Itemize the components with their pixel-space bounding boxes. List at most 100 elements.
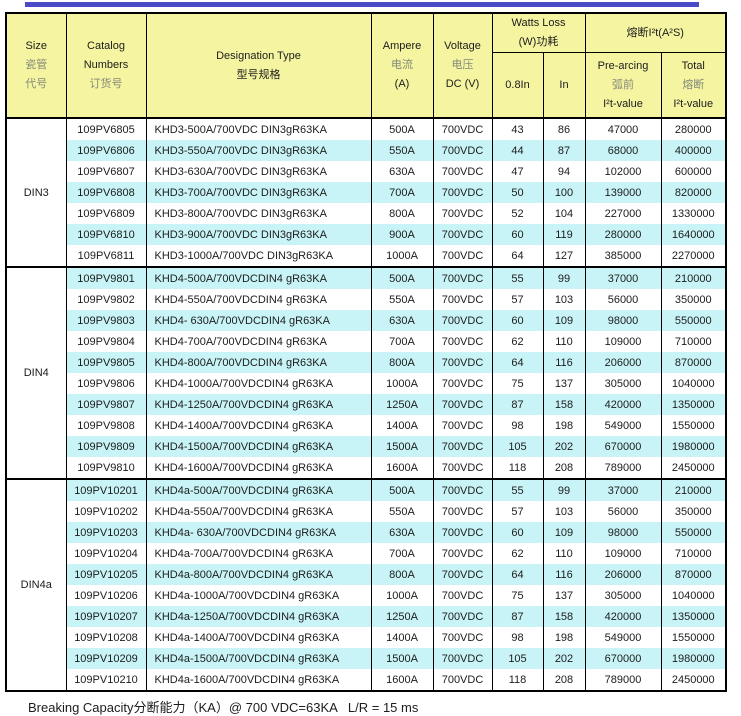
ampere-cell: 500A bbox=[370, 266, 434, 289]
prearcing-i2t-cell: 420000 bbox=[584, 606, 662, 627]
designation-cell: KHD3-1000A/700VDC DIN3gR63KA bbox=[145, 245, 372, 267]
prearcing-i2t-cell: 206000 bbox=[584, 352, 662, 373]
watts-08in-cell: 62 bbox=[491, 543, 544, 564]
watts-in-cell: 103 bbox=[542, 501, 586, 522]
watts-08in-label: 0.8In bbox=[505, 78, 530, 91]
total-label-en: Total bbox=[681, 59, 705, 72]
ampere-label-cn: 电流 bbox=[391, 59, 413, 71]
voltage-cell: 700VDC bbox=[432, 203, 493, 224]
watts-08in-cell: 60 bbox=[491, 224, 544, 245]
voltage-cell: 700VDC bbox=[432, 373, 493, 394]
total-i2t-cell: 1350000 bbox=[660, 606, 727, 627]
watts-in-cell: 99 bbox=[542, 266, 586, 289]
i2t-title: 熔断I²t(A²S) bbox=[626, 26, 684, 39]
watts-08in-cell: 57 bbox=[491, 501, 544, 522]
voltage-cell: 700VDC bbox=[432, 543, 493, 564]
voltage-cell: 700VDC bbox=[432, 182, 493, 203]
watts-in-cell: 116 bbox=[542, 564, 586, 585]
watts-in-cell: 208 bbox=[542, 669, 586, 691]
prearcing-i2t-cell: 549000 bbox=[584, 415, 662, 436]
prearcing-i2t-cell: 227000 bbox=[584, 203, 662, 224]
prearcing-i2t-cell: 305000 bbox=[584, 373, 662, 394]
watts-in-cell: 103 bbox=[542, 289, 586, 310]
watts-loss-label-en: Watts Loss bbox=[511, 17, 566, 29]
catalog-number-cell: 109PV9805 bbox=[65, 352, 147, 373]
total-i2t-cell: 870000 bbox=[660, 564, 727, 585]
catalog-number-cell: 109PV9810 bbox=[65, 457, 147, 479]
watts-in-cell: 202 bbox=[542, 436, 586, 457]
ampere-cell: 1000A bbox=[370, 245, 434, 267]
column-header-size: Size 瓷管 代号 bbox=[5, 12, 67, 119]
watts-08in-cell: 105 bbox=[491, 436, 544, 457]
ampere-cell: 800A bbox=[370, 564, 434, 585]
voltage-cell: 700VDC bbox=[432, 331, 493, 352]
prearcing-i2t-cell: 280000 bbox=[584, 224, 662, 245]
ampere-label-en: Ampere bbox=[382, 40, 422, 52]
total-i2t-cell: 280000 bbox=[660, 117, 727, 140]
prearcing-i2t-cell: 68000 bbox=[584, 140, 662, 161]
total-i2t-cell: 710000 bbox=[660, 331, 727, 352]
voltage-cell: 700VDC bbox=[432, 436, 493, 457]
table-row: 109PV10207 KHD4a-1250A/700VDCDIN4 gR63KA 1… bbox=[6, 606, 727, 627]
designation-cell: KHD3-550A/700VDC DIN3gR63KA bbox=[145, 140, 372, 161]
watts-in-cell: 110 bbox=[542, 543, 586, 564]
watts-08in-cell: 57 bbox=[491, 289, 544, 310]
table-row: 109PV10208 KHD4a-1400A/700VDCDIN4 gR63KA 1… bbox=[6, 627, 727, 648]
catalog-number-cell: 109PV10205 bbox=[65, 564, 147, 585]
designation-cell: KHD4a-1250A/700VDCDIN4 gR63KA bbox=[145, 606, 372, 627]
size-group-label: DIN4a bbox=[5, 478, 67, 691]
total-i2t-cell: 350000 bbox=[660, 289, 727, 310]
prearcing-i2t-cell: 789000 bbox=[584, 457, 662, 479]
catalog-number-cell: 109PV6806 bbox=[65, 140, 147, 161]
prearcing-i2t-cell: 670000 bbox=[584, 436, 662, 457]
designation-cell: KHD3-900A/700VDC DIN3gR63KA bbox=[145, 224, 372, 245]
voltage-cell: 700VDC bbox=[432, 394, 493, 415]
watts-in-cell: 109 bbox=[542, 310, 586, 331]
table-row: 109PV6811 KHD3-1000A/700VDC DIN3gR63KA 100… bbox=[6, 245, 727, 267]
watts-08in-cell: 44 bbox=[491, 140, 544, 161]
ampere-cell: 500A bbox=[370, 117, 434, 140]
watts-08in-cell: 64 bbox=[491, 352, 544, 373]
catalog-number-cell: 109PV9803 bbox=[65, 310, 147, 331]
designation-cell: KHD3-500A/700VDC DIN3gR63KA bbox=[145, 117, 372, 140]
column-header-watts-08in: 0.8In bbox=[491, 52, 544, 119]
table-row: 109PV9809 KHD4-1500A/700VDCDIN4 gR63KA 150… bbox=[6, 436, 727, 457]
catalog-number-cell: 109PV9801 bbox=[65, 266, 147, 289]
table-body: DIN3 109PV6805 KHD3-500A/700VDC DIN3gR63KA… bbox=[5, 117, 727, 691]
watts-08in-cell: 98 bbox=[491, 627, 544, 648]
designation-label-en: Designation Type bbox=[216, 49, 301, 62]
watts-in-cell: 99 bbox=[542, 478, 586, 501]
ampere-cell: 1250A bbox=[370, 606, 434, 627]
ampere-cell: 630A bbox=[370, 310, 434, 331]
designation-cell: KHD4a-500A/700VDCDIN4 gR63KA bbox=[145, 478, 372, 501]
catalog-number-cell: 109PV10207 bbox=[65, 606, 147, 627]
prearcing-i2t-cell: 420000 bbox=[584, 394, 662, 415]
watts-08in-cell: 64 bbox=[491, 564, 544, 585]
voltage-cell: 700VDC bbox=[432, 415, 493, 436]
designation-cell: KHD4a- 630A/700VDCDIN4 gR63KA bbox=[145, 522, 372, 543]
designation-cell: KHD4a-700A/700VDCDIN4 gR63KA bbox=[145, 543, 372, 564]
group-header-i2t: 熔断I²t(A²S) bbox=[584, 12, 727, 53]
watts-in-cell: 137 bbox=[542, 373, 586, 394]
prearcing-i2t-cell: 109000 bbox=[584, 331, 662, 352]
designation-cell: KHD4-550A/700VDCDIN4 gR63KA bbox=[145, 289, 372, 310]
voltage-cell: 700VDC bbox=[432, 627, 493, 648]
table-row: 109PV10210 KHD4a-1600A/700VDCDIN4 gR63KA 1… bbox=[6, 669, 727, 691]
table-row: 109PV9807 KHD4-1250A/700VDCDIN4 gR63KA 125… bbox=[6, 394, 727, 415]
catalog-number-cell: 109PV10202 bbox=[65, 501, 147, 522]
watts-in-cell: 94 bbox=[542, 161, 586, 182]
catalog-number-cell: 109PV10208 bbox=[65, 627, 147, 648]
table-header: Size 瓷管 代号 Catalog Numbers 订货号 Designati… bbox=[5, 12, 727, 119]
catalog-number-cell: 109PV10210 bbox=[65, 669, 147, 691]
designation-cell: KHD3-630A/700VDC DIN3gR63KA bbox=[145, 161, 372, 182]
prearcing-i2t-cell: 789000 bbox=[584, 669, 662, 691]
total-i2t-cell: 1550000 bbox=[660, 627, 727, 648]
voltage-cell: 700VDC bbox=[432, 457, 493, 479]
catalog-number-cell: 109PV6809 bbox=[65, 203, 147, 224]
table-row: 109PV9802 KHD4-550A/700VDCDIN4 gR63KA 550A… bbox=[6, 289, 727, 310]
total-i2t-cell: 210000 bbox=[660, 478, 727, 501]
prearcing-i2t-cell: 385000 bbox=[584, 245, 662, 267]
watts-08in-cell: 52 bbox=[491, 203, 544, 224]
designation-cell: KHD3-800A/700VDC DIN3gR63KA bbox=[145, 203, 372, 224]
prearcing-i2t-cell: 37000 bbox=[584, 478, 662, 501]
